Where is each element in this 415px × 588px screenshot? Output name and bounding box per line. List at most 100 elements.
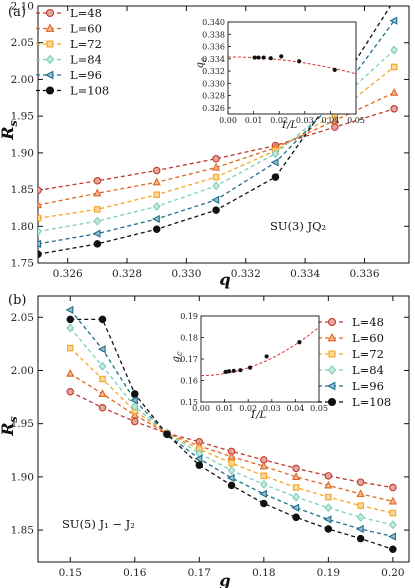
inset-x-tick-label: 0.02 [270,116,288,125]
data-point-L=96 [388,532,396,541]
x-tick-label: 0.326 [53,268,83,280]
inset-data-point [247,365,253,370]
data-point-L=60 [38,200,43,209]
data-point-L=84 [390,45,399,55]
inset-x-tick-label: 0.03 [296,116,314,125]
data-point-L=84 [259,479,268,489]
data-point-L=48 [212,155,220,163]
data-point-L=72 [390,63,398,71]
data-point-L=72 [212,173,220,181]
inset-data-point [279,54,284,59]
legend-label-L=48: L=48 [70,6,102,20]
inset-data-point [223,369,228,374]
data-point-L=60 [66,368,75,377]
inset-y-tick-label: 0.340 [202,18,225,27]
y-tick-label: 1.85 [11,184,34,196]
x-tick-label: 0.332 [231,268,261,280]
inset-y-axis-label: gc [171,351,184,362]
data-point-L=48 [390,105,398,113]
inset-data-point [231,368,236,373]
panel-b-x-axis-label: g [219,571,230,588]
data-point-L=60 [98,389,107,397]
inset-x-axis-label: 1/L [250,410,267,421]
inset-y-tick-label: 0.330 [202,79,225,88]
data-point-L=84 [324,503,333,513]
series-line-L=96 [69,309,394,538]
inset-y-axis-label: qc [195,57,208,68]
inset-x-tick-label: 0.04 [321,116,339,125]
y-tick-label: 1.90 [11,147,34,159]
data-point-L=96 [65,305,74,314]
inset-y-tick-label: 0.338 [202,30,225,39]
inset-y-tick-label: 0.17 [180,355,198,364]
inset-data-point [297,340,302,345]
data-point-L=72 [38,214,42,222]
data-point-L=84 [93,216,102,226]
inset-data-point [261,55,266,60]
y-tick-label: 2.05 [11,312,34,324]
panel-b-plot-frame [37,295,410,563]
data-point-L=108 [356,534,365,543]
x-tick-label: 0.328 [112,268,142,280]
data-point-L=60 [259,461,268,470]
data-point-L=96 [130,396,138,405]
data-point-L=60 [227,451,236,460]
inset-y-tick-label: 0.16 [180,377,198,386]
data-point-L=60 [324,480,333,489]
data-point-L=96 [38,239,42,249]
inset-y-tick-label: 0.15 [180,398,198,407]
data-point-L=60 [211,162,221,171]
data-point-L=48 [152,166,161,175]
data-point-L=108 [212,206,220,214]
inset-data-point [332,67,337,72]
legend-label-L=84: L=84 [352,363,384,377]
data-point-L=96 [259,489,267,499]
legend-marker-L=60 [327,332,337,342]
x-tick-label: 0.336 [349,268,379,280]
data-point-L=60 [356,489,365,498]
data-point-L=108 [98,315,107,324]
legend-marker-L=84 [327,365,337,375]
legend-marker-L=84 [45,54,55,65]
legend-label-L=96: L=96 [70,68,102,82]
x-tick-label: 0.19 [317,567,340,579]
data-point-L=48 [356,478,365,486]
data-point-L=96 [194,454,203,463]
inset-frame [200,315,320,403]
data-point-L=84 [388,520,397,530]
x-tick-label: 0.15 [59,567,82,579]
data-point-L=108 [93,240,102,248]
legend-label-L=72: L=72 [70,37,102,51]
data-point-L=84 [292,492,301,502]
data-point-L=108 [66,315,75,324]
inset-frame [227,21,357,115]
inset-x-tick-label: 0.05 [310,404,328,413]
panel-b-label: (b) [8,293,26,308]
data-point-L=60 [152,177,161,186]
data-point-L=60 [291,472,301,480]
data-point-L=84 [66,323,75,333]
legend-marker-L=96 [44,70,54,80]
inset-x-tick-label: 0.04 [286,404,304,413]
data-point-L=108 [292,513,300,521]
data-point-L=60 [388,496,397,505]
y-tick-label: 1.75 [11,258,34,270]
data-point-L=60 [390,87,399,96]
panel-a: (a) 0.326 0.328 0.330 0.332 0.334 0.336 1.75 1.… [0,1,410,289]
data-point-L=96 [389,16,398,25]
data-point-L=108 [324,525,333,533]
data-point-L=84 [212,181,221,191]
data-point-L=72 [292,484,300,491]
data-point-L=72 [153,191,160,198]
data-point-L=108 [195,461,204,469]
inset-x-tick-label: 0.03 [263,404,281,413]
y-tick-label: 1.90 [11,471,34,483]
series-clip-group [65,305,397,553]
inset-y-tick-label: 0.18 [180,334,198,343]
data-point-L=72 [389,509,397,517]
y-tick-label: 2.00 [11,365,34,377]
data-point-L=84 [356,512,365,522]
x-tick-label: 0.20 [381,567,404,579]
data-point-L=48 [93,177,102,185]
